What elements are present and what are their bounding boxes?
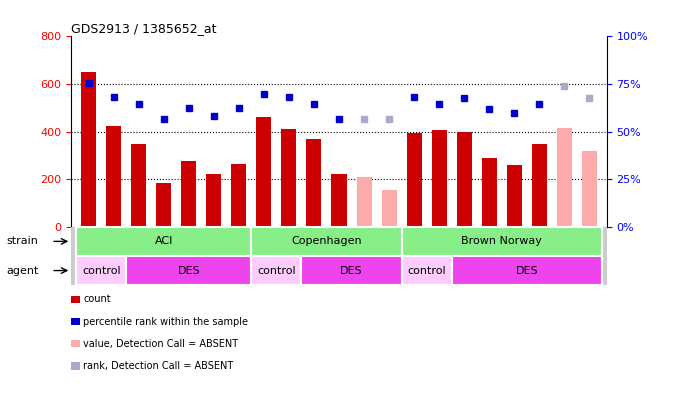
Text: DES: DES xyxy=(178,266,200,275)
Text: Brown Norway: Brown Norway xyxy=(461,237,542,246)
Bar xyxy=(256,117,271,227)
Text: ACI: ACI xyxy=(155,237,173,246)
Text: Copenhagen: Copenhagen xyxy=(291,237,362,246)
Text: control: control xyxy=(407,266,446,275)
Text: agent: agent xyxy=(7,266,39,275)
Text: rank, Detection Call = ABSENT: rank, Detection Call = ABSENT xyxy=(83,361,234,371)
Bar xyxy=(557,128,572,227)
Bar xyxy=(532,143,546,227)
Text: strain: strain xyxy=(7,237,39,246)
Bar xyxy=(206,175,221,227)
Bar xyxy=(281,129,296,227)
Bar xyxy=(81,72,96,227)
Bar xyxy=(157,183,172,227)
Text: GDS2913 / 1385652_at: GDS2913 / 1385652_at xyxy=(71,22,217,35)
Bar xyxy=(452,256,602,285)
Bar xyxy=(126,256,252,285)
Bar xyxy=(302,256,401,285)
Text: control: control xyxy=(257,266,296,275)
Bar xyxy=(332,175,346,227)
Bar xyxy=(181,161,197,227)
Bar xyxy=(407,133,422,227)
Bar xyxy=(357,177,372,227)
Bar xyxy=(106,126,121,227)
Text: DES: DES xyxy=(515,266,538,275)
Bar xyxy=(76,256,126,285)
Bar xyxy=(252,256,302,285)
Text: control: control xyxy=(82,266,121,275)
Bar xyxy=(231,164,246,227)
Bar xyxy=(457,132,472,227)
Bar xyxy=(306,139,321,227)
Bar xyxy=(76,227,252,256)
Bar xyxy=(582,151,597,227)
Text: count: count xyxy=(83,294,111,304)
Bar xyxy=(481,158,497,227)
Bar xyxy=(401,227,602,256)
Bar xyxy=(382,190,397,227)
Text: percentile rank within the sample: percentile rank within the sample xyxy=(83,317,248,326)
Text: DES: DES xyxy=(340,266,363,275)
Bar xyxy=(252,227,401,256)
Bar xyxy=(132,143,146,227)
Bar xyxy=(432,130,447,227)
Bar xyxy=(506,165,521,227)
Bar xyxy=(401,256,452,285)
Text: value, Detection Call = ABSENT: value, Detection Call = ABSENT xyxy=(83,339,239,349)
